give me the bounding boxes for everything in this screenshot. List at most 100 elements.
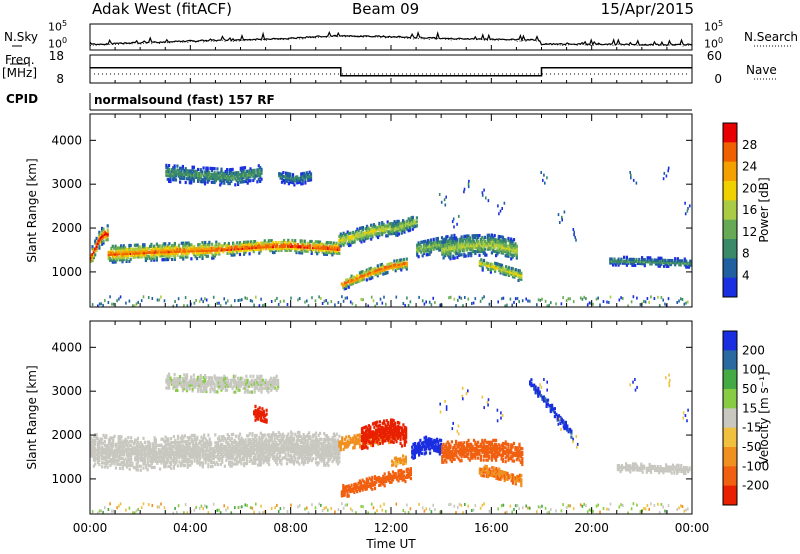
velocity-cell	[208, 455, 211, 459]
power-cell	[253, 303, 255, 307]
power-cell	[242, 176, 245, 180]
velocity-cell	[250, 446, 253, 450]
velocity-cell	[239, 438, 242, 442]
velocity-cell	[187, 383, 190, 387]
power-cell	[206, 250, 210, 254]
velocity-cell	[305, 450, 308, 455]
power-cell	[496, 264, 499, 268]
velocity-cell	[168, 447, 171, 451]
power-cell	[146, 256, 149, 261]
power-cell	[191, 167, 194, 171]
velocity-cell	[255, 437, 258, 441]
velocity-cell	[312, 457, 315, 461]
velocity-cell	[188, 459, 191, 463]
velocity-cell	[182, 456, 185, 460]
velocity-cell	[215, 441, 218, 445]
power-cell	[313, 244, 316, 248]
velocity-cell	[252, 447, 255, 451]
velocity-cell	[314, 451, 318, 455]
velocity-cell	[215, 443, 218, 447]
velocity-cell	[200, 447, 203, 451]
power-cell	[418, 248, 421, 253]
power-cell	[192, 179, 195, 183]
power-cell	[346, 234, 349, 238]
velocity-cell	[188, 453, 191, 457]
velocity-cell	[276, 454, 279, 458]
power-cell	[250, 169, 253, 173]
velocity-cell	[177, 377, 180, 381]
power-cell	[492, 239, 495, 243]
velocity-cell	[247, 452, 250, 456]
power-cell	[260, 243, 264, 247]
velocity-cell	[147, 452, 151, 456]
velocity-cell	[302, 450, 305, 454]
velocity-cell	[96, 445, 100, 449]
power-cell	[197, 253, 200, 257]
velocity-cell	[181, 462, 184, 466]
power-cell	[443, 198, 446, 202]
power-cell	[308, 176, 311, 180]
power-cell	[94, 239, 97, 243]
velocity-cell	[232, 444, 235, 448]
power-cell	[365, 270, 368, 274]
velocity-cell	[259, 459, 262, 463]
power-cell	[139, 251, 142, 255]
power-cell	[153, 246, 156, 250]
power-cell	[230, 304, 233, 308]
power-cell	[113, 258, 116, 262]
velocity-cell	[255, 445, 258, 449]
power-cell	[382, 222, 385, 226]
velocity-cell	[112, 438, 115, 442]
power-cell	[324, 248, 327, 252]
power-cell	[518, 277, 521, 281]
power-cell	[183, 249, 186, 253]
power-cell	[230, 245, 233, 249]
velocity-cell	[240, 452, 243, 456]
power-cell	[303, 175, 306, 179]
power-cell	[466, 246, 469, 250]
velocity-cell	[168, 380, 171, 384]
velocity-cell	[171, 448, 174, 453]
power-cell	[561, 218, 563, 222]
velocity-cell	[107, 452, 111, 456]
power-cell	[369, 268, 372, 272]
velocity-cell	[270, 445, 273, 449]
velocity-cell	[262, 451, 265, 455]
power-cell	[252, 242, 255, 246]
velocity-cell	[273, 456, 276, 460]
power-cell	[181, 164, 184, 169]
power-cell	[285, 173, 288, 177]
power-cell	[321, 246, 324, 250]
power-cell	[310, 249, 313, 253]
velocity-cell	[232, 376, 235, 380]
power-cell	[461, 239, 465, 243]
power-cell	[512, 253, 516, 257]
velocity-cell	[199, 373, 202, 378]
velocity-cell	[94, 442, 97, 447]
velocity-cell	[165, 447, 169, 451]
velocity-cell	[223, 382, 226, 386]
power-cell	[400, 227, 403, 231]
power-cell	[349, 281, 352, 285]
velocity-cell	[330, 452, 333, 456]
velocity-cell	[117, 458, 120, 462]
velocity-cell	[179, 454, 182, 458]
power-cell	[408, 222, 412, 226]
power-cell	[373, 267, 377, 271]
power-cell	[653, 258, 656, 262]
power-cell	[162, 248, 165, 252]
power-cell	[220, 248, 224, 252]
velocity-cell	[178, 450, 181, 454]
power-cell	[91, 247, 94, 251]
velocity-cell	[287, 454, 290, 458]
velocity-cell	[204, 437, 207, 441]
power-cell	[190, 169, 193, 173]
power-cell	[475, 234, 478, 238]
velocity-cell	[261, 453, 264, 457]
power-cell	[301, 172, 304, 176]
power-cell	[246, 169, 249, 173]
power-cell	[343, 283, 346, 287]
power-cell	[495, 262, 498, 266]
velocity-cell	[188, 383, 191, 387]
velocity-cell	[152, 459, 155, 464]
